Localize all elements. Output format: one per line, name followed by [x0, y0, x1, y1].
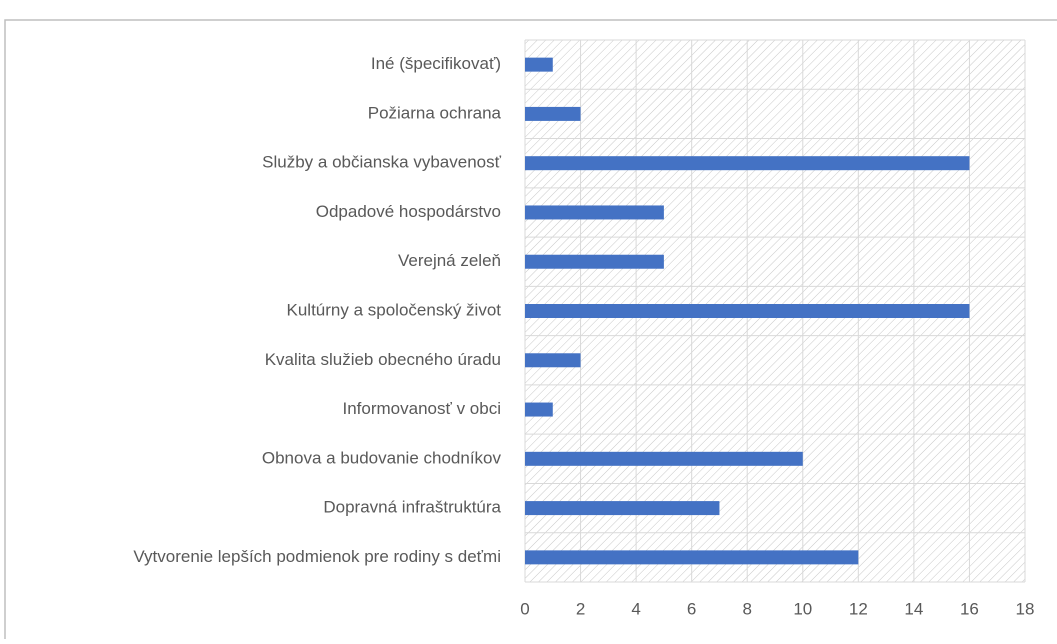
bar	[525, 254, 664, 269]
bar	[525, 451, 803, 466]
x-tick-label: 8	[742, 599, 751, 618]
y-tick-label: Verejná zeleň	[398, 251, 501, 270]
bar	[525, 205, 664, 220]
y-tick-label: Obnova a budovanie chodníkov	[262, 448, 502, 467]
x-tick-label: 10	[793, 599, 812, 618]
bar	[525, 57, 553, 72]
x-tick-label: 14	[904, 599, 923, 618]
bar	[525, 106, 581, 121]
y-tick-label: Vytvorenie lepších podmienok pre rodiny …	[133, 547, 501, 566]
bar	[525, 501, 720, 516]
y-tick-label: Kvalita služieb obecného úradu	[265, 350, 501, 369]
y-tick-label: Kultúrny a spoločenský život	[287, 300, 502, 319]
y-tick-label: Dopravná infraštruktúra	[323, 498, 501, 517]
x-tick-label: 2	[576, 599, 585, 618]
bar	[525, 156, 970, 171]
bar	[525, 550, 859, 565]
x-tick-label: 4	[631, 599, 640, 618]
x-tick-label: 6	[687, 599, 696, 618]
y-tick-label: Iné (špecifikovať)	[371, 54, 501, 73]
bar	[525, 402, 553, 417]
bar	[525, 353, 581, 368]
x-tick-label: 16	[960, 599, 979, 618]
x-tick-label: 12	[849, 599, 868, 618]
y-tick-label: Požiarna ochrana	[368, 103, 502, 122]
x-tick-label: 0	[520, 599, 529, 618]
y-tick-label: Služby a občianska vybavenosť	[262, 153, 501, 172]
y-tick-label: Informovanosť v obci	[342, 399, 501, 418]
bar	[525, 304, 970, 318]
x-tick-label: 18	[1016, 599, 1035, 618]
y-tick-label: Odpadové hospodárstvo	[316, 202, 501, 221]
